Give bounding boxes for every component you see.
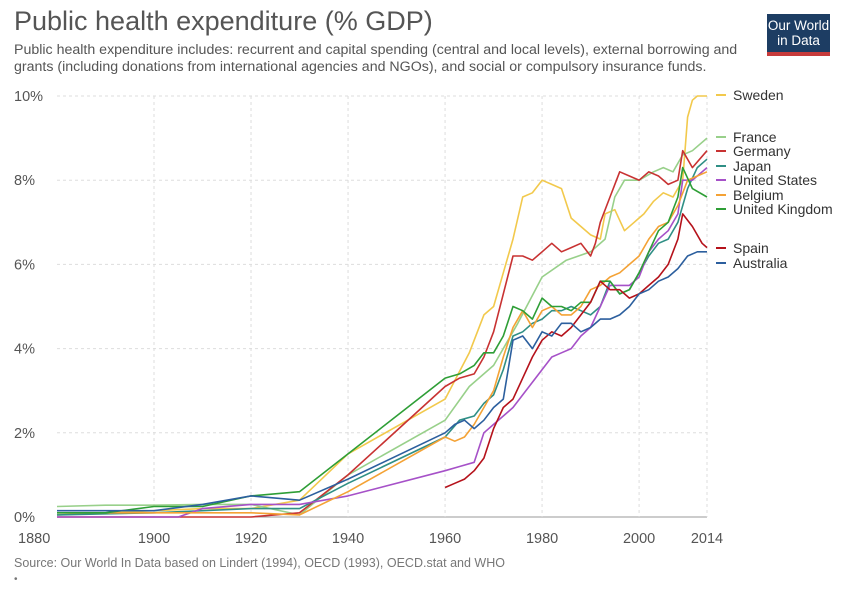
y-tick-label: 0% [14,510,35,526]
legend-label[interactable]: Japan [733,158,771,174]
series-line-germany[interactable] [57,149,708,518]
series-line-united-kingdom[interactable] [57,166,708,514]
series-lines [56,95,708,518]
series-line-australia[interactable] [57,251,707,512]
x-tick-label: 1980 [526,531,558,547]
x-axis-ticks: 1880 1900 1920 1940 1960 1980 2000 2014 [18,531,723,547]
series-line-united-states[interactable] [57,166,708,518]
legend-label[interactable]: Sweden [733,87,784,103]
x-tick-label: 1960 [429,531,461,547]
legend-label[interactable]: Australia [733,255,788,271]
source-note: Source: Our World In Data based on Linde… [14,556,505,570]
legend-label[interactable]: Spain [733,240,769,256]
legend-label[interactable]: United States [733,172,817,188]
logo-line-2: in Data [777,33,820,48]
y-tick-label: 6% [14,257,35,273]
legend-label[interactable]: United Kingdom [733,201,833,217]
logo-accent-bar [767,52,830,56]
y-tick-label: 2% [14,426,35,442]
x-tick-label: 2014 [691,531,723,547]
x-tick-label: 1940 [332,531,364,547]
x-tick-label: 1920 [235,531,267,547]
footer-dot: • [14,574,18,585]
legend-label[interactable]: Belgium [733,187,784,203]
x-tick-label: 1900 [138,531,170,547]
x-tick-label: 1880 [18,531,50,547]
series-line-sweden[interactable] [56,95,707,516]
gridlines [57,95,708,518]
chart-title: Public health expenditure (% GDP) [14,6,433,36]
x-tick-label: 2000 [623,531,655,547]
y-tick-label: 4% [14,342,35,358]
y-axis-ticks: 0% 2% 4% 6% 8% 10% [14,89,43,526]
y-tick-label: 10% [14,89,43,105]
series-line-spain[interactable] [444,213,708,489]
chart-subtitle: Public health expenditure includes: recu… [14,42,738,75]
y-tick-label: 8% [14,173,35,189]
legend-label[interactable]: Germany [733,143,791,159]
logo-line-1: Our World [767,18,830,33]
legend-label[interactable]: France [733,129,777,145]
owid-logo[interactable]: Our World in Data [767,14,830,56]
